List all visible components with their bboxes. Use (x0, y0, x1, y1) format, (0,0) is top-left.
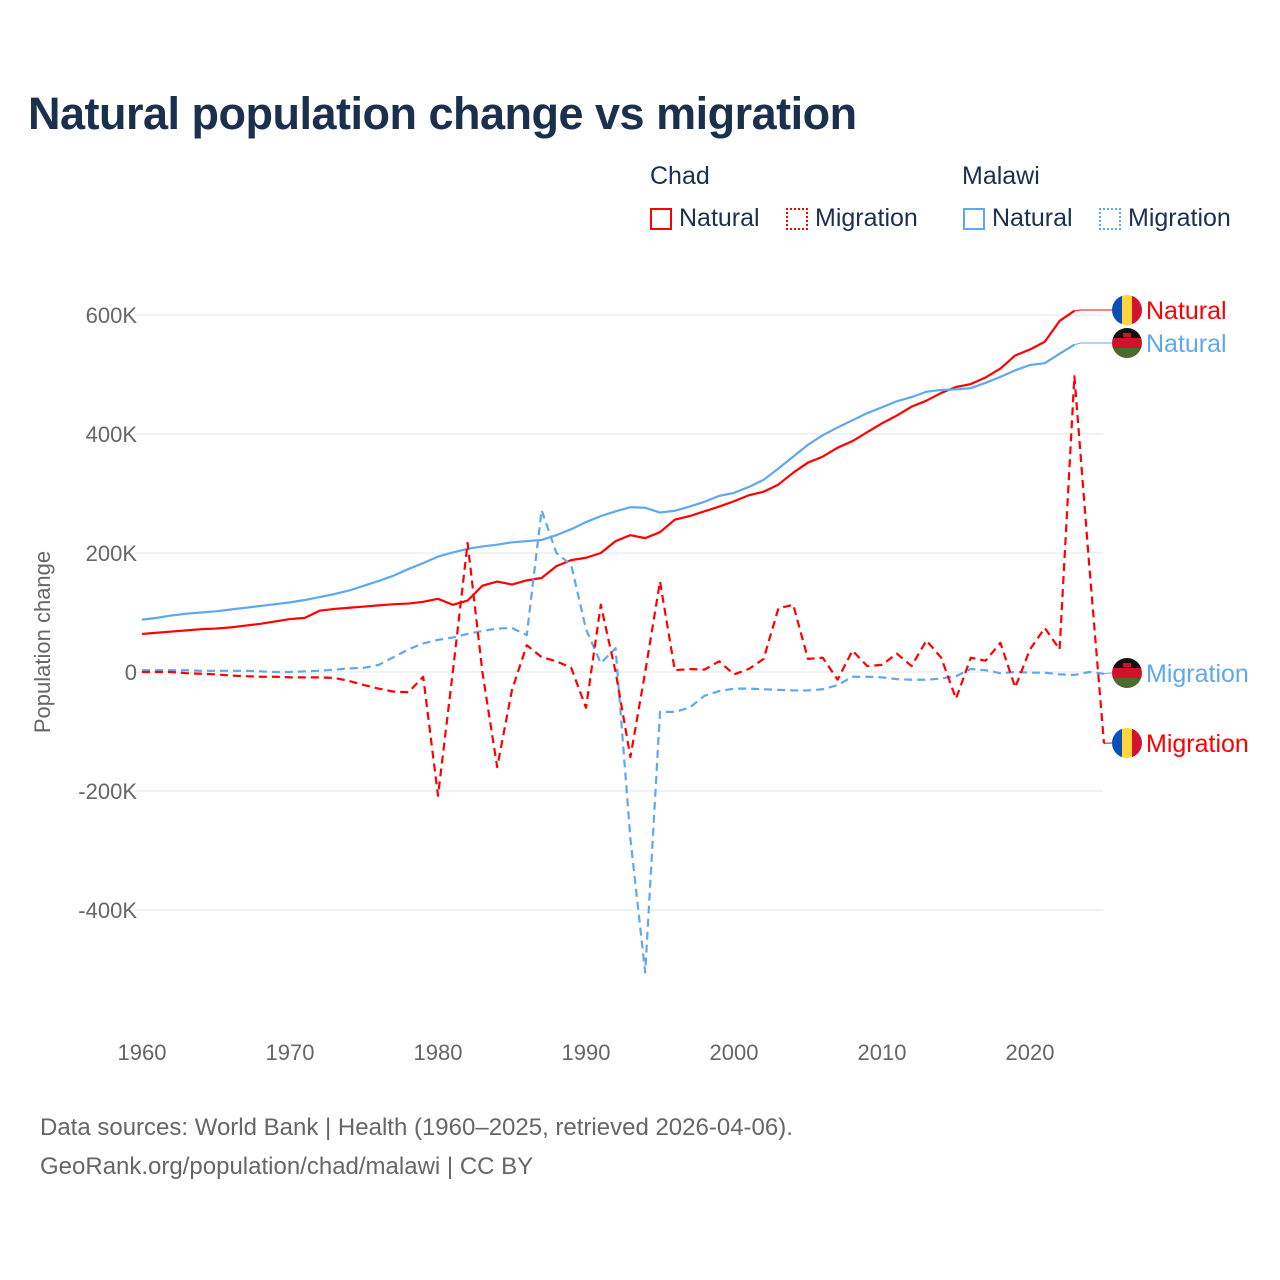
series-end-label: Migration (1146, 660, 1249, 688)
flag-stripe (1122, 295, 1132, 325)
y-tick-label: 200K (86, 541, 138, 566)
flag-stripe (1132, 728, 1142, 758)
chad-flag-icon (1112, 728, 1142, 758)
x-tick-label: 1980 (414, 1040, 463, 1065)
label-connector (1103, 672, 1112, 675)
flag-stripe (1112, 295, 1122, 325)
series-end-label: Natural (1146, 297, 1227, 325)
series-end-label: Migration (1146, 730, 1249, 758)
x-tick-label: 2010 (858, 1040, 907, 1065)
chart-title: Natural population change vs migration (28, 88, 857, 139)
legend-chad-migration[interactable]: Migration (786, 204, 918, 233)
legend-label: Migration (815, 204, 918, 232)
legend-chad-natural[interactable]: Natural (650, 204, 760, 233)
legend-swatch-solid-icon (963, 207, 985, 230)
y-axis-label: Population change (30, 551, 55, 733)
flag-stripe (1112, 668, 1142, 678)
x-tick-label: 1970 (266, 1040, 315, 1065)
x-tick-label: 1990 (562, 1040, 611, 1065)
legend-label: Migration (1128, 204, 1231, 232)
legend-swatch-dotted-icon (1099, 207, 1121, 230)
series-line-malawi-natural (141, 343, 1075, 621)
legend-swatch-solid-icon (650, 207, 672, 230)
flag-body (1112, 728, 1142, 758)
flag-sun (1123, 333, 1131, 337)
flag-stripe (1112, 348, 1142, 358)
flag-stripe (1112, 728, 1122, 758)
footer-sources: Data sources: World Bank | Health (1960–… (40, 1114, 793, 1141)
label-connector (1074, 342, 1112, 346)
flag-sun (1123, 663, 1131, 667)
x-tick-label: 2020 (1006, 1040, 1055, 1065)
x-tick-label: 2000 (710, 1040, 759, 1065)
flag-stripe (1122, 728, 1132, 758)
legend-label: Natural (679, 204, 760, 232)
malawi-flag-icon (1112, 658, 1142, 688)
legend-country-malawi: Malawi (962, 162, 1040, 190)
series-line-malawi-migration (142, 509, 1105, 974)
y-tick-label: -200K (78, 779, 137, 804)
footer-link[interactable]: GeoRank.org/population/chad/malawi | CC … (40, 1153, 534, 1180)
flag-body (1112, 328, 1142, 358)
legend-label: Natural (992, 204, 1073, 232)
legend-country-chad: Chad (650, 162, 710, 190)
label-connector (1074, 309, 1112, 312)
footer: Data sources: World Bank | Health (1960–… (40, 1108, 793, 1186)
series-end-label: Natural (1146, 330, 1227, 358)
chad-flag-icon (1112, 295, 1142, 325)
legend-swatch-dotted-icon (786, 207, 808, 230)
legend-malawi-migration[interactable]: Migration (1099, 204, 1231, 233)
malawi-flag-icon (1112, 328, 1142, 358)
series-line-chad-migration (142, 375, 1106, 797)
flag-body (1112, 295, 1142, 325)
y-tick-label: -400K (78, 898, 137, 923)
y-tick-label: 400K (86, 422, 138, 447)
y-tick-label: 600K (86, 303, 138, 328)
y-tick-label: 0 (125, 660, 137, 685)
flag-stripe (1112, 678, 1142, 688)
flag-stripe (1132, 295, 1142, 325)
flag-body (1112, 658, 1142, 688)
x-tick-label: 1960 (118, 1040, 167, 1065)
series-line-chad-natural (141, 309, 1076, 636)
flag-stripe (1112, 338, 1142, 348)
legend-malawi-natural[interactable]: Natural (963, 204, 1073, 233)
